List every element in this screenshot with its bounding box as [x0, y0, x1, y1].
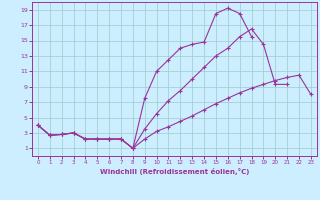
X-axis label: Windchill (Refroidissement éolien,°C): Windchill (Refroidissement éolien,°C) [100, 168, 249, 175]
